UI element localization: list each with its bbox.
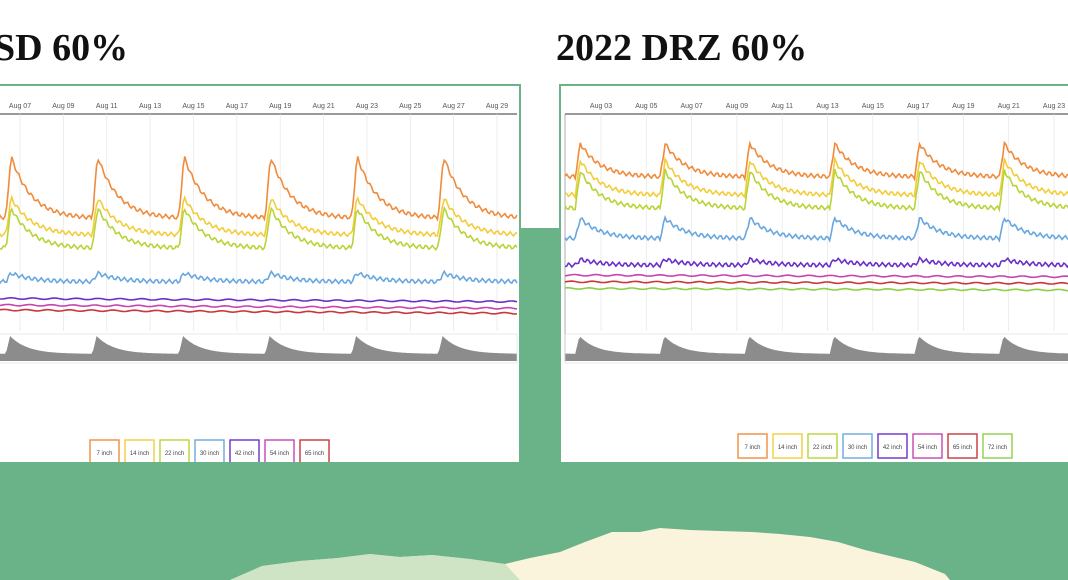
x-tick-label: Aug 05	[635, 103, 657, 110]
decorative-green-strip	[517, 228, 559, 468]
x-tick-label: Aug 09	[52, 103, 74, 110]
series-line-7-inch	[564, 140, 1068, 182]
x-tick-label: Aug 13	[816, 103, 838, 110]
legend-label: 22 inch	[165, 451, 184, 457]
x-tick-label: Aug 23	[1043, 103, 1065, 110]
legend-item[interactable]: 22 inch	[807, 433, 838, 459]
x-tick-label: Aug 09	[726, 103, 748, 110]
x-tick-label: Aug 27	[443, 103, 465, 110]
chart-panel-drz: Aug 03 Aug 05 Aug 07 Aug 09 Aug 11 Aug 13 Aug …	[559, 84, 1068, 468]
legend-item[interactable]: 14 inch	[124, 439, 155, 465]
chart-sd: Aug 07 Aug 09 Aug 11 Aug 13 Aug 15 Aug 17 Aug …	[0, 103, 518, 465]
series-line-14-inch	[0, 194, 518, 239]
series-line-54-inch	[0, 303, 518, 310]
legend-item[interactable]: 30 inch	[842, 433, 873, 459]
chart-title-drz: 2022 DRZ 60%	[556, 27, 808, 69]
legend-label: 65 inch	[305, 451, 324, 457]
chart-title-sd: SD 60%	[0, 27, 129, 69]
series-line-30-inch	[564, 214, 1068, 243]
series-line-72-inch	[564, 286, 1068, 292]
legend-label: 14 inch	[778, 445, 797, 451]
legend-label: 65 inch	[953, 445, 972, 451]
legend-label: 14 inch	[130, 451, 149, 457]
x-tick-label: Aug 19	[952, 103, 974, 110]
legend-item[interactable]: 54 inch	[264, 439, 295, 465]
legend-item[interactable]: 7 inch	[737, 433, 768, 459]
legend-item[interactable]: 65 inch	[299, 439, 330, 465]
x-tick-label: Aug 11	[96, 103, 118, 110]
x-tick-label: Aug 25	[399, 103, 421, 110]
series-line-65-inch	[564, 280, 1068, 285]
chart-panel-sd: Aug 07 Aug 09 Aug 11 Aug 13 Aug 15 Aug 17 Aug …	[0, 84, 521, 468]
legend-item[interactable]: 65 inch	[947, 433, 978, 459]
series-line-54-inch	[564, 273, 1068, 279]
legend-label: 22 inch	[813, 445, 832, 451]
legend-label: 72 inch	[988, 445, 1007, 451]
navigator-area	[0, 336, 517, 361]
legend-item[interactable]: 30 inch	[194, 439, 225, 465]
series-line-14-inch	[564, 155, 1068, 200]
x-tick-label: Aug 19	[269, 103, 291, 110]
x-tick-label: Aug 29	[486, 103, 508, 110]
x-tick-label: Aug 17	[226, 103, 248, 110]
legend-label: 54 inch	[270, 451, 289, 457]
legend-item[interactable]: 22 inch	[159, 439, 190, 465]
x-tick-label: Aug 21	[998, 103, 1020, 110]
legend-item[interactable]: 14 inch	[772, 433, 803, 459]
legend-item[interactable]: 54 inch	[912, 433, 943, 459]
legend-item[interactable]: 72 inch	[982, 433, 1013, 459]
legend-item[interactable]: 42 inch	[877, 433, 908, 459]
x-tick-label: Aug 07	[9, 103, 31, 110]
series-line-22-inch	[564, 168, 1068, 213]
legend-label: 54 inch	[918, 445, 937, 451]
series-line-22-inch	[0, 205, 518, 252]
legend-label: 42 inch	[883, 445, 902, 451]
legend-item[interactable]: 42 inch	[229, 439, 260, 465]
legend-label: 30 inch	[848, 445, 867, 451]
series-line-30-inch	[0, 269, 518, 285]
legend-label: 7 inch	[96, 451, 112, 457]
x-tick-label: Aug 23	[356, 103, 378, 110]
legend-label: 30 inch	[200, 451, 219, 457]
chart-drz: Aug 03 Aug 05 Aug 07 Aug 09 Aug 11 Aug 13 Aug …	[564, 103, 1068, 459]
series-line-7-inch	[0, 156, 518, 222]
legend-item[interactable]: 7 inch	[89, 439, 120, 465]
x-tick-label: Aug 17	[907, 103, 929, 110]
legend-label: 42 inch	[235, 451, 254, 457]
x-tick-label: Aug 11	[771, 103, 793, 110]
navigator-area	[565, 336, 1068, 361]
x-tick-label: Aug 15	[182, 103, 204, 110]
x-tick-label: Aug 13	[139, 103, 161, 110]
x-tick-label: Aug 03	[590, 103, 612, 110]
x-tick-label: Aug 07	[681, 103, 703, 110]
x-tick-label: Aug 21	[312, 103, 334, 110]
x-tick-label: Aug 15	[862, 103, 884, 110]
torn-paper-decoration	[230, 528, 950, 580]
series-line-42-inch	[564, 255, 1068, 269]
legend-label: 7 inch	[744, 445, 760, 451]
series-line-42-inch	[0, 297, 518, 303]
series-line-65-inch	[0, 308, 518, 315]
